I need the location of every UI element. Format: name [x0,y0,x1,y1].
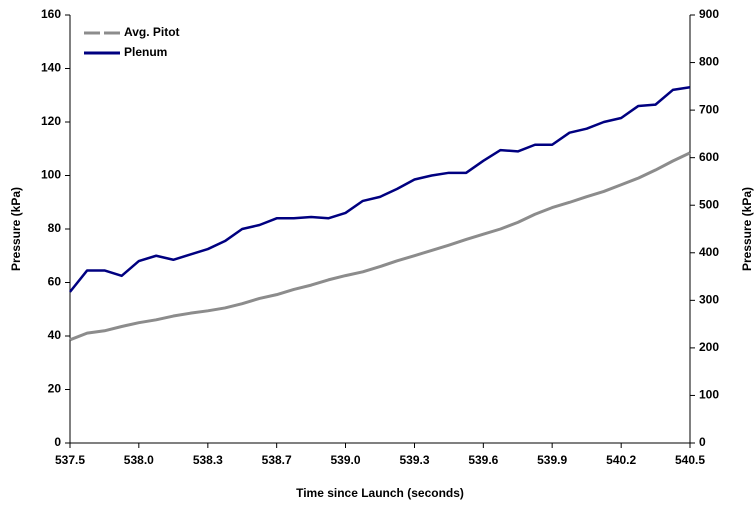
y-tick-label: 20 [48,382,62,396]
y-tick-label: 80 [48,221,62,235]
y-tick-label: 0 [54,435,61,449]
y2-tick-label: 800 [699,55,719,69]
x-tick-label: 540.5 [675,453,705,467]
y-axis-label: Pressure (kPa) [9,187,23,271]
y2-tick-label: 100 [699,388,719,402]
x-tick-label: 538.7 [262,453,292,467]
y-tick-label: 40 [48,328,62,342]
legend-label: Plenum [124,45,167,59]
series-line [69,85,691,293]
y2-tick-label: 600 [699,150,719,164]
y-tick-label: 140 [41,61,61,75]
y2-tick-label: 300 [699,293,719,307]
y2-axis-label: Pressure (kPa) [740,187,754,271]
y2-tick-label: 400 [699,245,719,259]
legend-label: Avg. Pitot [124,25,180,39]
y-tick-label: 120 [41,114,61,128]
x-tick-label: 538.0 [124,453,154,467]
x-tick-label: 539.6 [468,453,498,467]
x-tick-label: 539.3 [399,453,429,467]
x-tick-label: 540.2 [606,453,636,467]
y2-tick-label: 0 [699,435,706,449]
y-tick-label: 60 [48,275,62,289]
y-tick-label: 100 [41,168,61,182]
y2-tick-label: 200 [699,340,719,354]
x-tick-label: 537.5 [55,453,85,467]
y2-tick-label: 500 [699,197,719,211]
x-tick-label: 539.9 [537,453,567,467]
y2-tick-label: 900 [699,7,719,21]
x-tick-label: 539.0 [330,453,360,467]
x-tick-label: 538.3 [193,453,223,467]
x-axis-label: Time since Launch (seconds) [296,486,464,500]
y2-tick-label: 700 [699,102,719,116]
y-tick-label: 160 [41,7,61,21]
series-line [69,151,691,342]
